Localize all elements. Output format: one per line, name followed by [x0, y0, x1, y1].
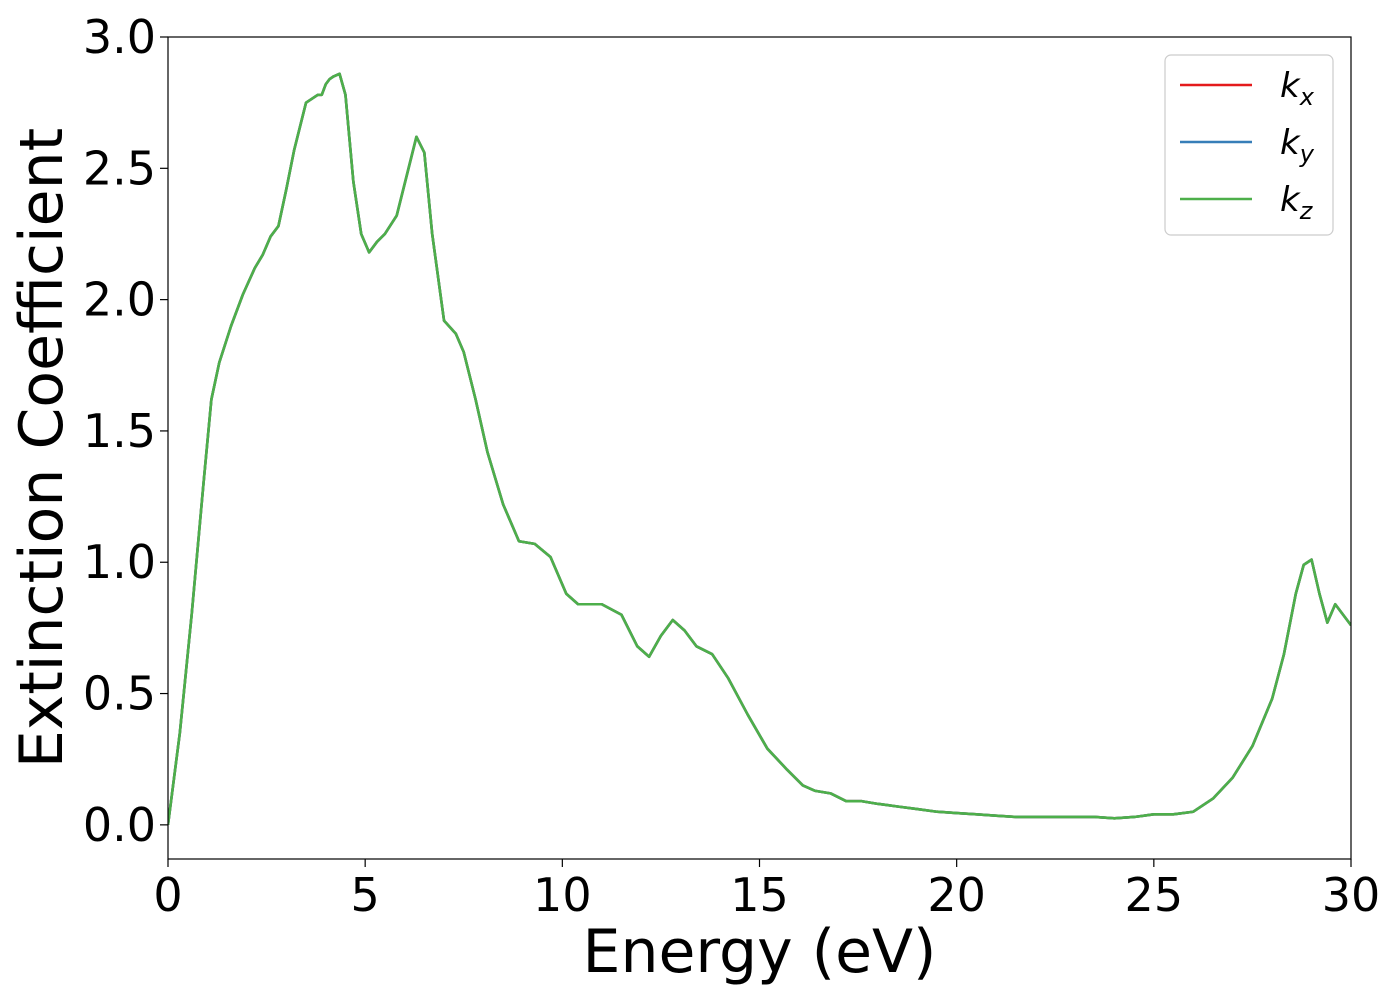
- x-tick-label: 20: [927, 868, 986, 922]
- legend-label-main: k: [1280, 180, 1301, 220]
- x-tick-label: 30: [1322, 868, 1381, 922]
- x-tick-label: 10: [533, 868, 592, 922]
- legend-label-subscript: y: [1299, 140, 1315, 168]
- legend-box: [1164, 54, 1334, 236]
- series-layer: [168, 72, 1351, 826]
- legend-label-main: k: [1280, 123, 1301, 163]
- x-tick-label: 15: [730, 868, 789, 922]
- y-tick-label: 2.5: [83, 141, 156, 195]
- y-tick-label: 3.0: [83, 10, 156, 64]
- legend-label-main: k: [1280, 66, 1301, 106]
- legend-label-y: ky: [1280, 123, 1315, 168]
- x-axis: 0 5 10 15 20 25 30: [153, 859, 1380, 922]
- y-axis: 0.0 0.5 1.0 1.5 2.0 2.5 3.0: [83, 10, 168, 852]
- x-tick-label: 5: [351, 868, 380, 922]
- y-axis-title: Extinction Coefficient: [7, 128, 77, 768]
- series-line-z: [168, 72, 1351, 826]
- legend-label-x: kx: [1280, 66, 1315, 111]
- y-tick-label: 2.0: [83, 273, 156, 327]
- legend-label-subscript: x: [1299, 83, 1315, 111]
- y-tick-label: 1.0: [83, 535, 156, 589]
- x-tick-label: 25: [1125, 868, 1184, 922]
- y-tick-label: 0.5: [83, 667, 156, 721]
- x-tick-label: 0: [153, 868, 182, 922]
- legend-label-subscript: z: [1299, 197, 1314, 225]
- x-axis-title: Energy (eV): [583, 917, 937, 987]
- legend-label-z: kz: [1280, 180, 1314, 225]
- y-tick-label: 1.5: [83, 404, 156, 458]
- y-tick-label: 0.0: [83, 798, 156, 852]
